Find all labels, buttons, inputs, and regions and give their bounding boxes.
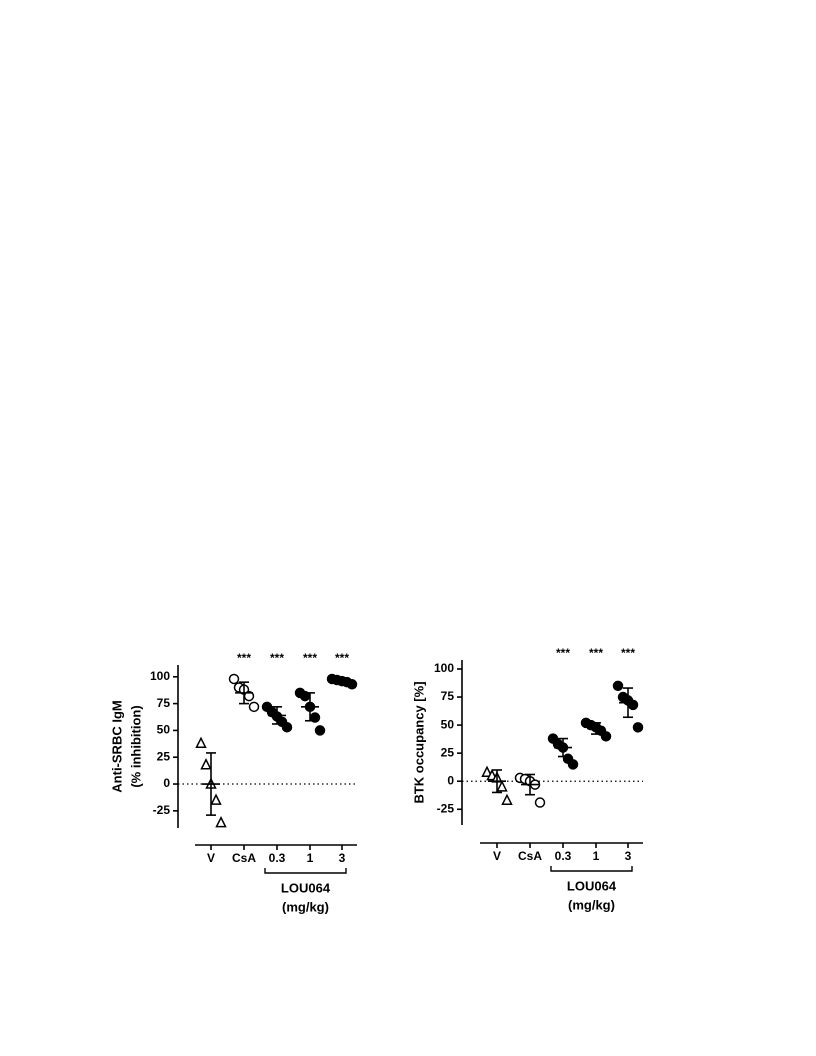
data-point (200, 758, 212, 770)
significance: *** (237, 651, 251, 665)
group-bracket (550, 866, 633, 872)
data-point (567, 759, 579, 770)
data-point (346, 679, 358, 690)
x-tick-label: CsA (232, 851, 256, 865)
y-tick-label: 0 (447, 773, 454, 787)
y-tick-label: 50 (441, 717, 455, 731)
y-tick-label: 100 (434, 661, 454, 675)
data-point (600, 731, 612, 742)
x-tick-label: 1 (307, 851, 314, 865)
significance: *** (303, 651, 317, 665)
group-label: (mg/kg) (282, 899, 329, 914)
y-tick-label: -25 (437, 801, 455, 815)
y-tick-label: -25 (153, 803, 171, 817)
y-axis-label: Anti-SRBC IgM (109, 700, 124, 792)
x-tick-label: V (493, 849, 501, 863)
y-tick-label: 100 (150, 669, 170, 683)
y-axis-label: BTK occupancy [%] (411, 681, 426, 803)
y-tick-label: 75 (157, 696, 171, 710)
data-point (481, 765, 493, 777)
significance: *** (589, 646, 603, 660)
data-point (632, 722, 644, 733)
data-point (501, 793, 513, 806)
x-tick-label: CsA (518, 849, 542, 863)
y-tick-label: 75 (441, 689, 455, 703)
data-point (612, 680, 624, 692)
data-point (215, 815, 227, 828)
data-point (627, 699, 639, 711)
x-tick-label: 3 (625, 849, 632, 863)
data-point (195, 736, 207, 749)
data-point (496, 780, 508, 792)
significance: *** (270, 651, 284, 665)
significance: *** (621, 646, 635, 660)
x-tick-label: 3 (339, 851, 346, 865)
data-point (210, 793, 222, 805)
significance: *** (335, 651, 349, 665)
x-tick-label: V (207, 851, 215, 865)
group-bracket (264, 868, 347, 874)
group-label: LOU064 (281, 880, 331, 895)
y-tick-label: 25 (157, 749, 171, 763)
data-point (248, 701, 260, 713)
x-tick-label: 1 (593, 849, 600, 863)
x-tick-label: 0.3 (269, 851, 286, 865)
significance: *** (556, 646, 570, 660)
group-label: LOU064 (567, 878, 617, 893)
y-axis-label: (% inhibition) (128, 705, 143, 787)
data-point (314, 725, 326, 736)
data-point (281, 721, 293, 733)
data-point (534, 797, 546, 808)
x-tick-label: 0.3 (555, 849, 572, 863)
y-tick-label: 25 (441, 745, 455, 759)
y-tick-label: 0 (163, 776, 170, 790)
data-point (228, 673, 240, 685)
y-tick-label: 50 (157, 723, 171, 737)
group-label: (mg/kg) (568, 897, 615, 912)
